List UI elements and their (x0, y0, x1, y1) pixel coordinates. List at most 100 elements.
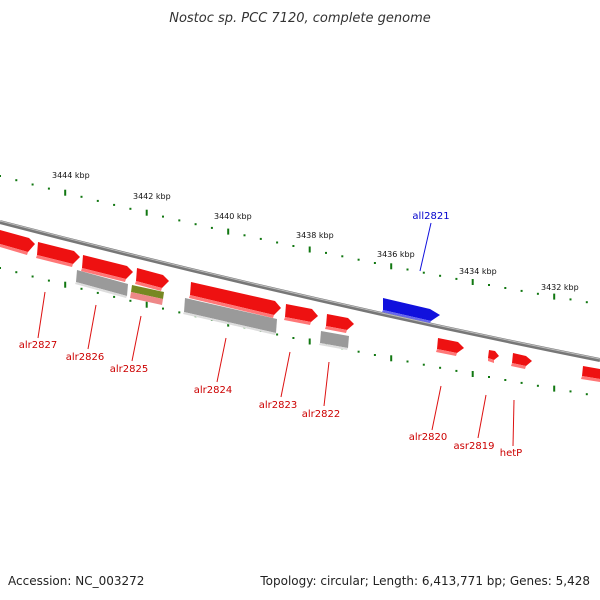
band-alr2822-shade (319, 343, 348, 350)
scale-top-minor-tick (357, 258, 360, 261)
scale-bottom-major-tick (308, 338, 311, 345)
scale-top-major-tick (227, 228, 230, 235)
gene-label-alr2824[interactable]: alr2824 (194, 385, 232, 396)
scale-top-minor-tick (210, 226, 213, 229)
scale-top-major-tick (308, 246, 311, 253)
band-alr2826[interactable] (76, 270, 128, 296)
scale-top-minor-tick (439, 274, 442, 277)
gene-arrow-alr2824[interactable] (189, 282, 281, 318)
gene-arrow-alr2826[interactable] (36, 242, 80, 267)
band-alr2824[interactable] (184, 298, 277, 333)
scale-bottom-minor-tick (373, 354, 376, 356)
scale-top-major-tick (471, 279, 474, 285)
scale-top-minor-tick (47, 187, 50, 190)
scale-bottom-minor-tick (113, 295, 116, 298)
band-alr2825-pink[interactable] (130, 292, 163, 305)
scale-top-minor-tick (96, 199, 99, 202)
scale-bottom-minor-tick (569, 390, 572, 393)
band-alr2826-shade (75, 282, 127, 298)
scale-top-minor-tick (504, 287, 507, 289)
scale-top-minor-tick (178, 219, 181, 222)
scale-top-minor-tick (259, 237, 262, 240)
gene-arrow-alr2825[interactable] (135, 268, 169, 291)
tick-label-3440: 3440 kbp (214, 212, 252, 221)
gene-arrow-hetP[interactable] (511, 353, 532, 369)
tick-label-3432: 3432 kbp (541, 283, 579, 292)
gene-arrow-alr2820[interactable] (436, 338, 464, 356)
gene-arrows (0, 230, 600, 382)
band-alr2824-shade (183, 312, 276, 335)
scale-bottom-major-tick (471, 371, 474, 377)
tick-label-3444: 3444 kbp (52, 171, 90, 180)
leader-alr2822 (323, 361, 330, 407)
scale-bottom-major-tick (553, 385, 556, 392)
scale-top-minor-tick (585, 301, 588, 304)
scale-top-minor-tick (536, 292, 539, 295)
label-leader-lines (37, 222, 515, 447)
scale-tick-labels: 3444 kbp 3442 kbp 3440 kbp 3438 kbp 3436… (52, 171, 579, 292)
scale-bottom-minor-tick (276, 333, 279, 336)
gene-arrow-alr2826b[interactable] (81, 255, 133, 282)
scale-bottom-minor-tick (357, 350, 360, 353)
leader-alr2823 (280, 351, 291, 398)
scale-bottom-minor-tick (96, 291, 99, 294)
band-alr2822[interactable] (320, 331, 349, 348)
scale-top-major-tick (390, 263, 393, 270)
gene-label-alr2820[interactable]: alr2820 (409, 432, 447, 443)
gene-arrow-alr2823[interactable] (284, 304, 318, 325)
gene-label-alr2823[interactable]: alr2823 (259, 400, 297, 411)
genome-backbone (0, 220, 600, 362)
gene-arrow-asr2819[interactable] (488, 350, 499, 363)
gene-arrow-next[interactable] (581, 366, 600, 382)
gene-arrow-alr2827-left[interactable] (0, 230, 35, 255)
genome-backbone-highlight (0, 220, 600, 360)
tick-label-3434: 3434 kbp (459, 267, 497, 276)
scale-top-minor-tick (406, 268, 409, 271)
scale-top-minor-tick (373, 262, 376, 264)
map-title: Nostoc sp. PCC 7120, complete genome (169, 11, 431, 26)
scale-top-major-tick (64, 189, 67, 196)
scale-top-minor-tick (569, 298, 572, 301)
gene-label-alr2822[interactable]: alr2822 (302, 409, 340, 420)
scale-bottom-minor-tick (0, 267, 1, 269)
feature-bands (75, 270, 349, 350)
scale-track-top (0, 175, 588, 304)
gene-arrow-all2821[interactable] (382, 298, 440, 323)
scale-bottom-minor-tick (178, 311, 181, 314)
scale-bottom-minor-tick (47, 279, 50, 282)
scale-bottom-minor-tick (31, 275, 34, 278)
gene-label-alr2827[interactable]: alr2827 (19, 340, 57, 351)
scale-bottom-minor-tick (488, 376, 490, 378)
gene-label-alr2826[interactable]: alr2826 (66, 352, 104, 363)
scale-top-minor-tick (276, 241, 279, 244)
tick-label-3442: 3442 kbp (133, 192, 171, 201)
scale-bottom-minor-tick (292, 337, 295, 339)
scale-top-minor-tick (194, 223, 197, 226)
gene-label-hetP[interactable]: hetP (500, 448, 522, 459)
leader-alr2826 (87, 304, 97, 350)
band-alr2825-olive[interactable] (131, 285, 164, 299)
scale-top-minor-tick (520, 289, 523, 292)
scale-top-minor-tick (292, 245, 295, 247)
scale-bottom-minor-tick (536, 384, 539, 387)
scale-bottom-major-tick (64, 281, 67, 288)
scale-top-major-tick (553, 293, 556, 300)
scale-top-minor-tick (488, 284, 490, 286)
scale-top-minor-tick (80, 195, 83, 198)
gene-label-all2821[interactable]: all2821 (412, 211, 449, 222)
scale-top-major-tick (145, 209, 148, 216)
genome-summary-text: Topology: circular; Length: 6,413,771 bp… (259, 574, 590, 588)
accession-text: Accession: NC_003272 (8, 574, 144, 588)
gene-arrow-alr2822[interactable] (325, 314, 354, 333)
scale-bottom-minor-tick (585, 393, 588, 396)
leader-hetP (512, 399, 515, 447)
scale-top-minor-tick (455, 277, 458, 280)
scale-bottom-minor-tick (520, 381, 523, 384)
gene-labels: alr2827 alr2826 alr2825 alr2824 alr2823 … (19, 211, 522, 459)
scale-bottom-minor-tick (80, 287, 83, 290)
leader-alr2825 (131, 315, 142, 362)
scale-bottom-minor-tick (15, 271, 18, 274)
gene-label-asr2819[interactable]: asr2819 (454, 441, 495, 452)
gene-label-alr2825[interactable]: alr2825 (110, 364, 148, 375)
